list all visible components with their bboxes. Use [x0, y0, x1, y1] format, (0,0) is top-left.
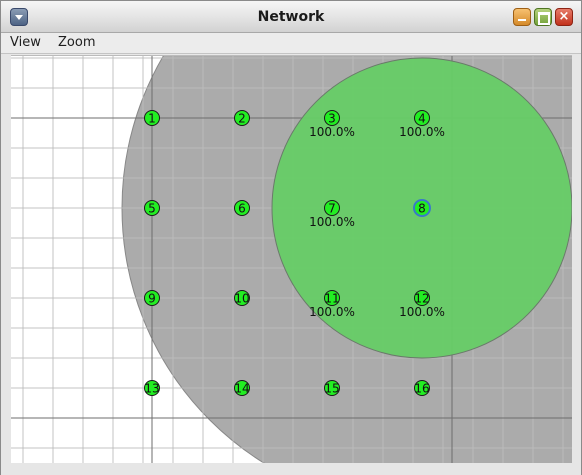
node-label-12: 12 [414, 292, 429, 306]
node-label-2: 2 [238, 112, 246, 126]
node-percent-11: 100.0% [309, 305, 355, 319]
minimize-button[interactable] [513, 8, 531, 26]
node-label-14: 14 [234, 382, 249, 396]
window-title: Network [1, 9, 581, 25]
menu-view[interactable]: View [10, 35, 41, 50]
node-label-4: 4 [418, 112, 426, 126]
node-label-16: 16 [414, 382, 429, 396]
right-border [572, 54, 581, 463]
node-percent-12: 100.0% [399, 305, 445, 319]
node-label-9: 9 [148, 292, 156, 306]
node-label-15: 15 [324, 382, 339, 396]
node-percent-3: 100.0% [309, 125, 355, 139]
title-bar[interactable]: Network × [1, 1, 581, 33]
node-label-8: 8 [418, 202, 426, 216]
node-label-5: 5 [148, 202, 156, 216]
node-percent-7: 100.0% [309, 215, 355, 229]
close-button[interactable]: × [555, 8, 573, 26]
node-label-3: 3 [328, 112, 336, 126]
node-label-10: 10 [234, 292, 249, 306]
left-border [1, 54, 11, 463]
node-label-1: 1 [148, 112, 156, 126]
menu-zoom[interactable]: Zoom [58, 35, 95, 50]
node-label-7: 7 [328, 202, 336, 216]
node-label-11: 11 [324, 292, 339, 306]
bottom-border [1, 463, 581, 475]
menu-bar: View Zoom [1, 33, 581, 54]
maximize-button[interactable] [534, 8, 552, 26]
network-canvas[interactable]: 1 2 3 100.0% 4 100.0% 5 6 7 100.0% 8 9 10 11 100.0% 12 1… [11, 55, 572, 464]
node-label-6: 6 [238, 202, 246, 216]
node-percent-4: 100.0% [399, 125, 445, 139]
node-label-13: 13 [144, 382, 159, 396]
